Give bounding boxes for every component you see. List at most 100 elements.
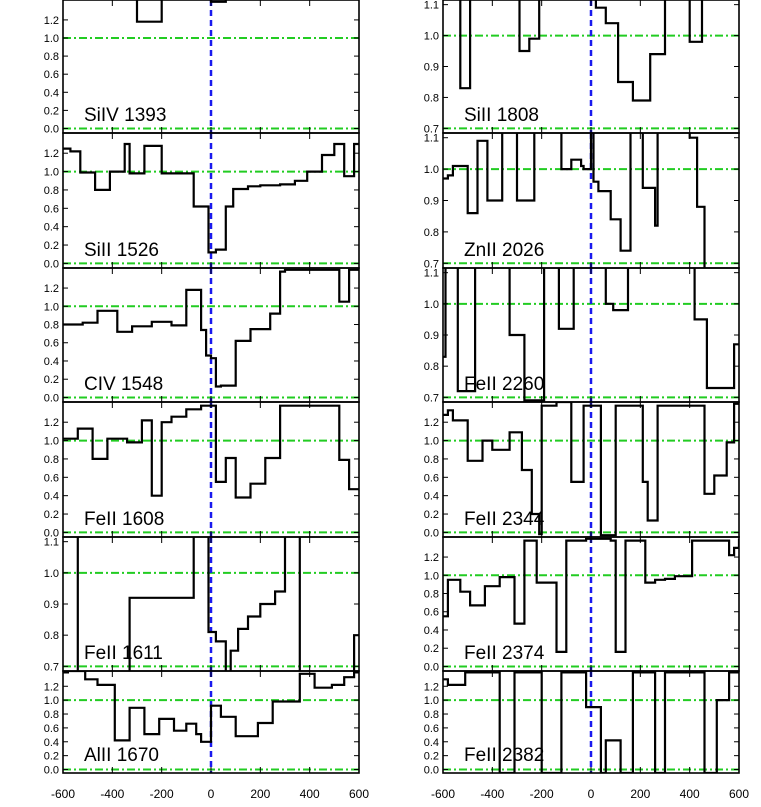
panel-feii-1611: 0.7 0.8 0.9 1.0 1.1 FeII 1611 bbox=[44, 536, 360, 673]
x-tick-label: 400 bbox=[300, 787, 320, 801]
panel-feii-2344: 0.0 0.2 0.4 0.6 0.8 1.0 1.2 FeII 2344 bbox=[424, 401, 740, 539]
x-tick-label: -200 bbox=[150, 787, 174, 801]
x-tick-label: -400 bbox=[100, 787, 124, 801]
panel-label: FeII 2260 bbox=[464, 374, 544, 395]
panel-znii-2026: 0.7 0.8 0.9 1.0 1.1 ZnII 2026 bbox=[424, 132, 740, 270]
x-tick-label: -400 bbox=[480, 787, 504, 801]
panel-siiv-1393: 0.0 0.2 0.4 0.6 0.8 1.0 1.2 SiIV 1393 bbox=[44, 0, 360, 135]
y-tick-label: 0.2 bbox=[44, 751, 59, 763]
y-tick-label: 1.0 bbox=[44, 695, 59, 707]
panel-civ-1548: 0.0 0.2 0.4 0.6 0.8 1.0 1.2 CIV 1548 bbox=[44, 267, 360, 404]
spectrum-trace bbox=[63, 671, 359, 743]
y-tick-label: 0.2 bbox=[424, 509, 439, 521]
x-tick-label: 0 bbox=[588, 787, 595, 801]
y-tick-label: 1.0 bbox=[424, 570, 439, 582]
y-tick-label: 0.2 bbox=[424, 751, 439, 763]
y-tick-label: 1.2 bbox=[424, 552, 439, 564]
y-tick-label: 0.6 bbox=[44, 338, 59, 350]
y-tick-label: 1.2 bbox=[44, 681, 59, 693]
panel-feii-2382: 0.0 0.2 0.4 0.6 0.8 1.0 1.2 FeII 2382 bbox=[424, 670, 740, 777]
spectrum-trace bbox=[63, 142, 359, 254]
y-tick-label: 0.8 bbox=[424, 709, 439, 721]
y-tick-label: 1.2 bbox=[44, 417, 59, 429]
y-tick-label: 0.8 bbox=[424, 361, 439, 373]
y-tick-label: 0.8 bbox=[44, 709, 59, 721]
y-tick-label: 0.2 bbox=[44, 374, 59, 386]
y-tick-label: 1.2 bbox=[44, 283, 59, 295]
y-tick-label: 0.0 bbox=[44, 527, 59, 539]
y-tick-label: 1.0 bbox=[44, 568, 59, 580]
y-tick-label: 0.2 bbox=[44, 105, 59, 117]
panel-siii-1526: 0.0 0.2 0.4 0.6 0.8 1.0 1.2 SiII 1526 bbox=[44, 132, 360, 270]
y-tick-label: 0.4 bbox=[44, 222, 59, 234]
panel-label: FeII 2344 bbox=[464, 509, 545, 530]
y-tick-label: 1.0 bbox=[424, 299, 439, 311]
panel-label: FeII 1608 bbox=[84, 509, 164, 530]
x-tick-label: 400 bbox=[680, 787, 700, 801]
spectrum-trace bbox=[443, 671, 739, 773]
y-tick-label: 0.8 bbox=[424, 92, 439, 104]
y-tick-label: 0.0 bbox=[44, 258, 59, 270]
y-tick-label: 0.9 bbox=[44, 599, 59, 611]
y-tick-label: 0.4 bbox=[424, 491, 439, 503]
y-tick-label: 1.0 bbox=[44, 301, 59, 313]
y-tick-label: 0.6 bbox=[424, 723, 439, 735]
panel-label: AlII 1670 bbox=[84, 745, 159, 766]
y-tick-label: 0.6 bbox=[44, 472, 59, 484]
y-tick-label: 0.8 bbox=[424, 589, 439, 601]
y-tick-label: 0.2 bbox=[44, 240, 59, 252]
panel-label: FeII 1611 bbox=[84, 643, 163, 664]
y-tick-label: 1.0 bbox=[44, 436, 59, 448]
y-tick-label: 0.7 bbox=[424, 258, 439, 270]
panel-label: CIV 1548 bbox=[84, 374, 163, 395]
y-tick-label: 0.4 bbox=[44, 356, 59, 368]
panel-label: SiII 1808 bbox=[464, 105, 539, 126]
y-tick-label: 1.0 bbox=[44, 33, 59, 45]
y-tick-label: 1.1 bbox=[44, 537, 59, 549]
y-tick-label: 1.2 bbox=[424, 417, 439, 429]
panel-label: FeII 2382 bbox=[464, 745, 544, 766]
panel-feii-2260: 0.7 0.8 0.9 1.0 1.1 FeII 2260 bbox=[424, 267, 740, 404]
y-tick-label: 0.7 bbox=[44, 661, 59, 673]
x-tick-label: 600 bbox=[349, 787, 369, 801]
panel-label: FeII 2374 bbox=[464, 643, 545, 664]
y-tick-label: 1.1 bbox=[424, 133, 439, 145]
spectrum-trace bbox=[443, 133, 706, 268]
y-tick-label: 0.6 bbox=[44, 69, 59, 81]
y-tick-label: 0.6 bbox=[424, 472, 439, 484]
y-tick-label: 1.0 bbox=[424, 695, 439, 707]
spectrum-trace bbox=[76, 537, 359, 671]
y-tick-label: 0.0 bbox=[44, 392, 59, 404]
y-tick-label: 0.7 bbox=[424, 392, 439, 404]
y-tick-label: 0.9 bbox=[424, 196, 439, 208]
y-tick-label: 0.6 bbox=[44, 203, 59, 215]
y-tick-label: 0.8 bbox=[44, 51, 59, 63]
panel-label: SiIV 1393 bbox=[84, 105, 166, 126]
y-tick-label: 0.9 bbox=[424, 62, 439, 74]
panel-label: ZnII 2026 bbox=[464, 240, 544, 261]
y-tick-label: 0.8 bbox=[44, 320, 59, 332]
y-tick-label: 0.2 bbox=[424, 643, 439, 655]
y-tick-label: 0.2 bbox=[44, 509, 59, 521]
y-tick-label: 0.4 bbox=[44, 87, 59, 99]
y-tick-label: 1.2 bbox=[44, 148, 59, 160]
x-tick-label: -600 bbox=[51, 787, 75, 801]
spectrum-trace bbox=[443, 537, 739, 653]
x-tick-label: -200 bbox=[530, 787, 554, 801]
y-tick-label: 1.1 bbox=[424, 0, 439, 12]
y-tick-label: 1.1 bbox=[424, 268, 439, 280]
panel-label: SiII 1526 bbox=[84, 240, 159, 261]
y-tick-label: 1.0 bbox=[44, 167, 59, 179]
y-tick-label: 0.8 bbox=[424, 227, 439, 239]
y-tick-label: 0.8 bbox=[424, 454, 439, 466]
spectrum-trace bbox=[459, 0, 704, 102]
y-tick-label: 0.8 bbox=[44, 454, 59, 466]
y-tick-label: 1.2 bbox=[44, 15, 59, 27]
y-tick-label: 0.0 bbox=[44, 123, 59, 135]
y-tick-label: 0.9 bbox=[424, 330, 439, 342]
spectrum-trace bbox=[443, 402, 739, 537]
y-tick-label: 0.0 bbox=[44, 765, 59, 777]
y-tick-label: 1.0 bbox=[424, 436, 439, 448]
y-tick-label: 0.8 bbox=[44, 630, 59, 642]
